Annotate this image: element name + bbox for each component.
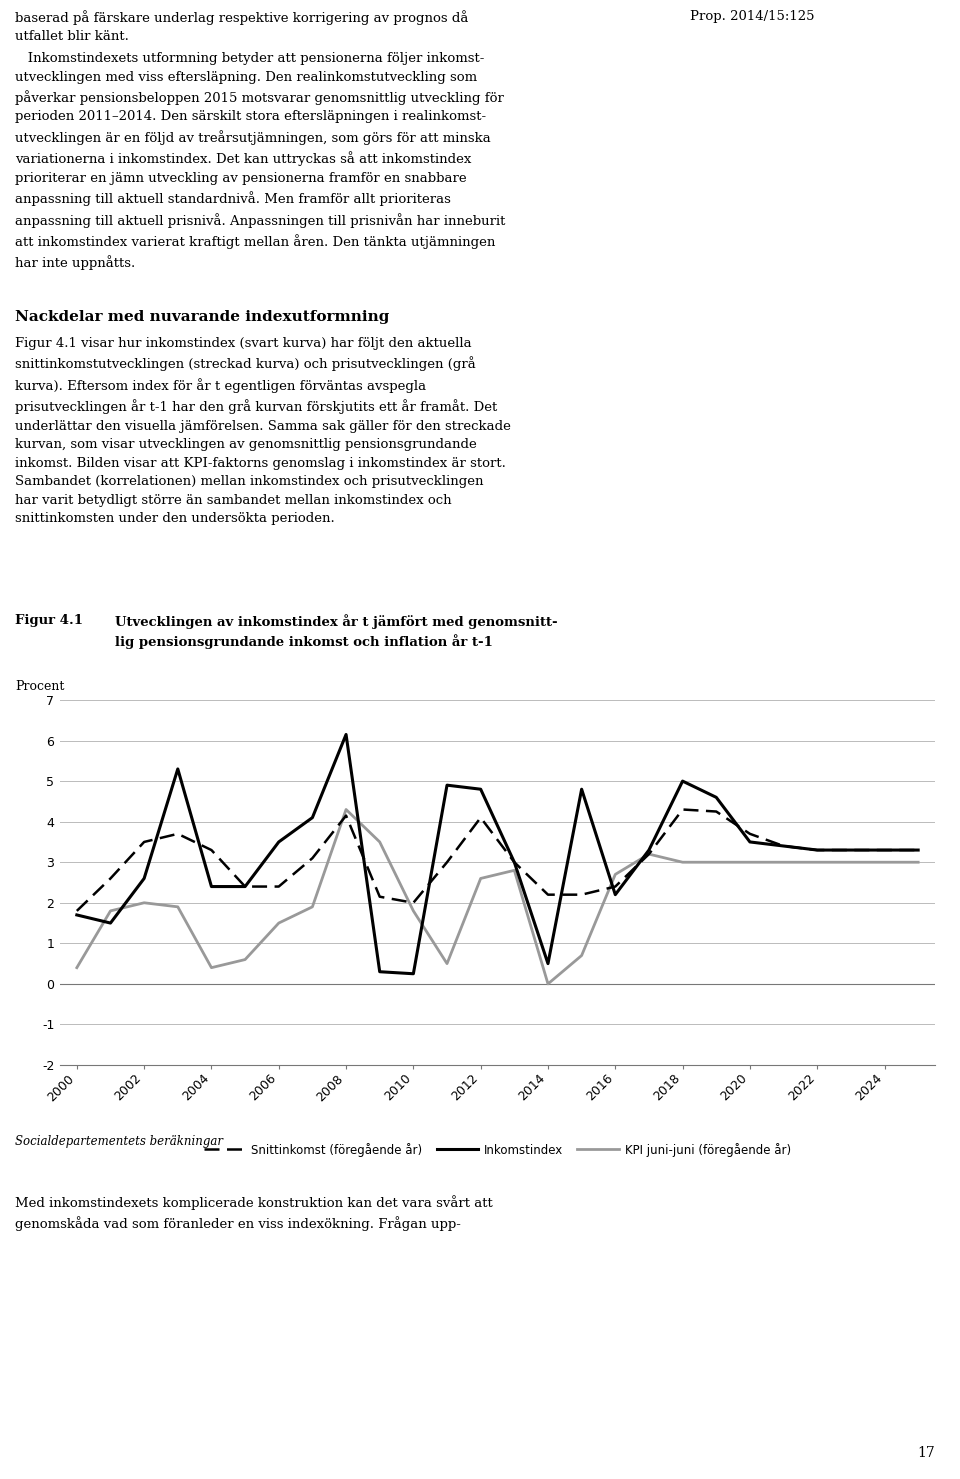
Text: 17: 17 [917, 1446, 935, 1460]
Legend: Snittinkomst (föregående år), Inkomstindex, KPI juni-juni (föregående år): Snittinkomst (föregående år), Inkomstind… [200, 1137, 796, 1161]
Text: Prop. 2014/15:125: Prop. 2014/15:125 [690, 10, 814, 24]
Text: Med inkomstindexets komplicerade konstruktion kan det vara svårt att
genomskåda : Med inkomstindexets komplicerade konstru… [15, 1195, 492, 1232]
Text: Inkomstindexets utformning betyder att pensionerna följer inkomst-
utvecklingen : Inkomstindexets utformning betyder att p… [15, 52, 505, 271]
Text: Nackdelar med nuvarande indexutformning: Nackdelar med nuvarande indexutformning [15, 311, 390, 324]
Text: utfallet blir känt.: utfallet blir känt. [15, 30, 129, 43]
Text: Figur 4.1: Figur 4.1 [15, 614, 83, 627]
Text: Socialdepartementets beräkningar: Socialdepartementets beräkningar [15, 1134, 223, 1148]
Text: Utvecklingen av inkomstindex år t jämfört med genomsnitt-
lig pensionsgrundande : Utvecklingen av inkomstindex år t jämför… [115, 614, 558, 649]
Text: Figur 4.1 visar hur inkomstindex (svart kurva) har följt den aktuella
snittinkom: Figur 4.1 visar hur inkomstindex (svart … [15, 337, 511, 525]
Text: Procent: Procent [15, 680, 64, 694]
Text: baserad på färskare underlag respektive korrigering av prognos då: baserad på färskare underlag respektive … [15, 10, 468, 25]
